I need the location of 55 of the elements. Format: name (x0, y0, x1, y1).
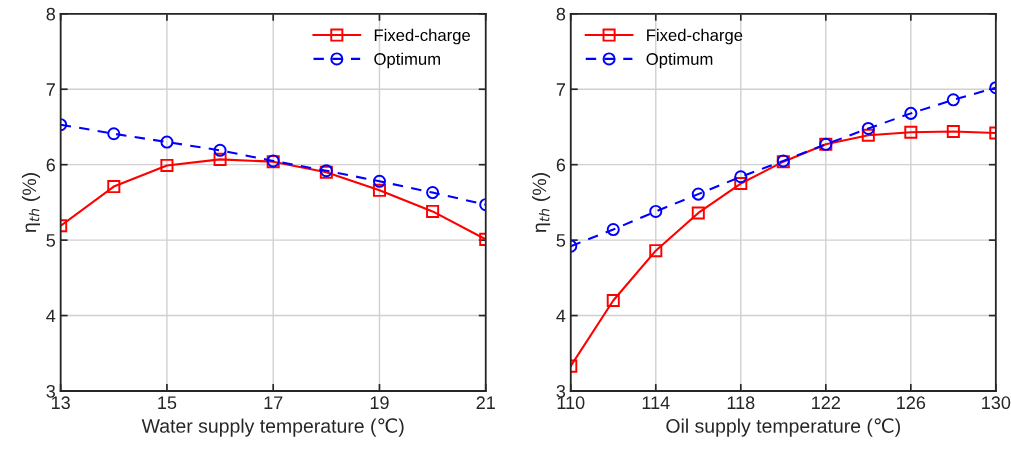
point (426, 204, 440, 218)
y-tick-label: 3 (556, 384, 566, 398)
point (372, 174, 386, 188)
point (606, 293, 620, 307)
x-tick-label: 118 (727, 396, 755, 410)
y-tick-label: 4 (46, 309, 56, 323)
x-tick-label: 19 (370, 396, 389, 410)
point (649, 204, 663, 218)
y-tick-label: 8 (556, 7, 566, 21)
point (946, 124, 960, 139)
point (107, 127, 121, 141)
x-tick-label: 114 (642, 396, 670, 409)
y-axis-title: η$_{th}$ (%) (532, 173, 551, 233)
point (861, 121, 875, 135)
x-tick-label: 21 (476, 396, 495, 409)
x-tick-label: 122 (812, 396, 840, 409)
x-axis-title: Oil supply temperature (℃) (666, 418, 900, 437)
point (861, 128, 875, 142)
y-tick-label: 7 (556, 83, 565, 96)
point (946, 93, 960, 107)
point (213, 152, 227, 166)
legend-label: Fixed-charge (374, 28, 471, 45)
point (606, 223, 620, 237)
point (107, 180, 121, 194)
point (426, 186, 440, 200)
point (904, 125, 918, 139)
point (372, 183, 386, 197)
y-tick-label: 6 (556, 158, 566, 172)
point (734, 177, 748, 191)
y-tick-label: 7 (46, 83, 55, 96)
y-tick-label: 8 (46, 7, 56, 21)
y-tick-label: 4 (556, 309, 566, 323)
x-tick-label: 17 (264, 396, 283, 409)
y-axis-title: η$_{th}$ (%) (21, 173, 41, 233)
x-tick-label: 110 (557, 396, 585, 410)
point (691, 187, 705, 201)
x-tick-label: 13 (52, 396, 70, 410)
x-tick-label: 15 (158, 396, 177, 410)
x-tick-label: 130 (982, 396, 1011, 410)
y-tick-label: 5 (46, 234, 56, 247)
x-tick-label: 126 (897, 396, 926, 410)
point (213, 143, 227, 157)
point (691, 206, 705, 220)
point (160, 158, 174, 172)
point (734, 170, 748, 184)
y-tick-label: 6 (46, 158, 56, 172)
y-tick-label: 3 (46, 384, 56, 398)
legend-label: Optimum (646, 52, 713, 69)
x-axis-title: Water supply temperature (℃) (141, 418, 404, 437)
point (649, 244, 663, 258)
point (160, 135, 174, 149)
point (904, 106, 918, 120)
legend-label: Optimum (374, 52, 440, 69)
y-tick-label: 5 (556, 234, 566, 247)
legend-label: Fixed-charge (647, 28, 743, 45)
